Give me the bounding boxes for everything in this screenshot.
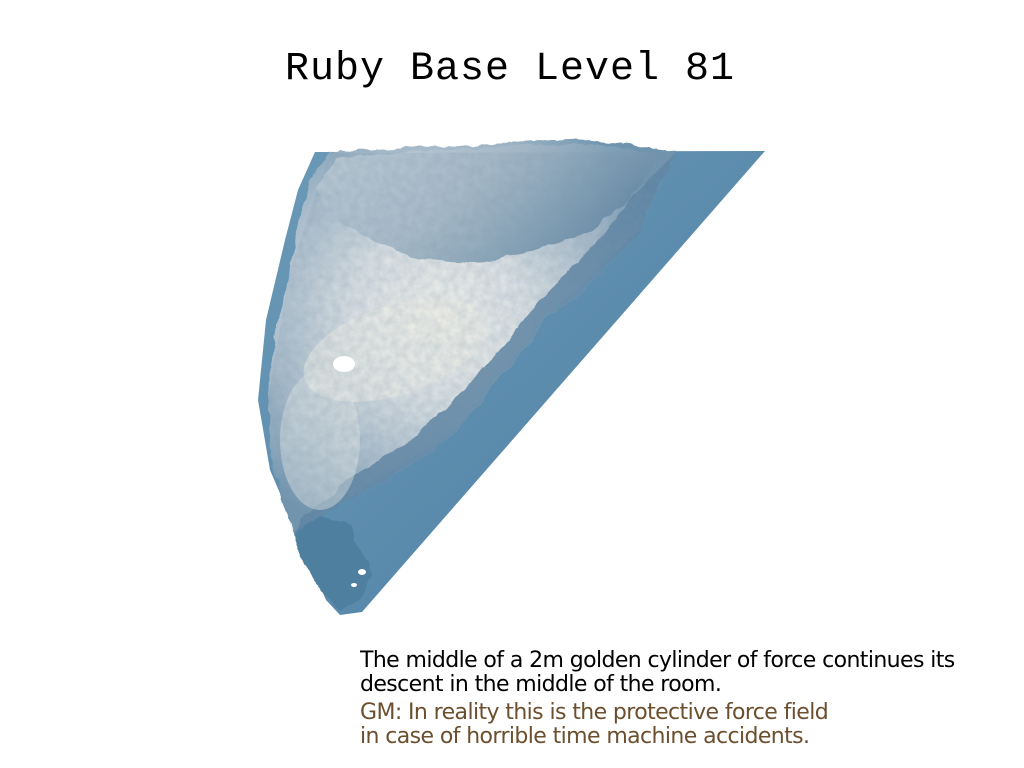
islet <box>358 569 366 575</box>
southern-tail <box>292 518 372 612</box>
level-title: Ruby Base Level 81 <box>284 47 736 92</box>
islet <box>351 583 357 587</box>
gm-line-1: GM: In reality this is the protective fo… <box>360 700 829 725</box>
gm-line-2: in case of horrible time machine acciden… <box>360 724 810 749</box>
story-line-1: The middle of a 2m golden cylinder of fo… <box>360 649 955 673</box>
story-line-2: descent in the middle of the room. <box>360 672 722 697</box>
terrain-map-icon <box>258 139 765 615</box>
force-cylinder-marker <box>333 356 355 372</box>
narration-box: The middle of a 2m golden cylinder of fo… <box>360 649 1024 749</box>
